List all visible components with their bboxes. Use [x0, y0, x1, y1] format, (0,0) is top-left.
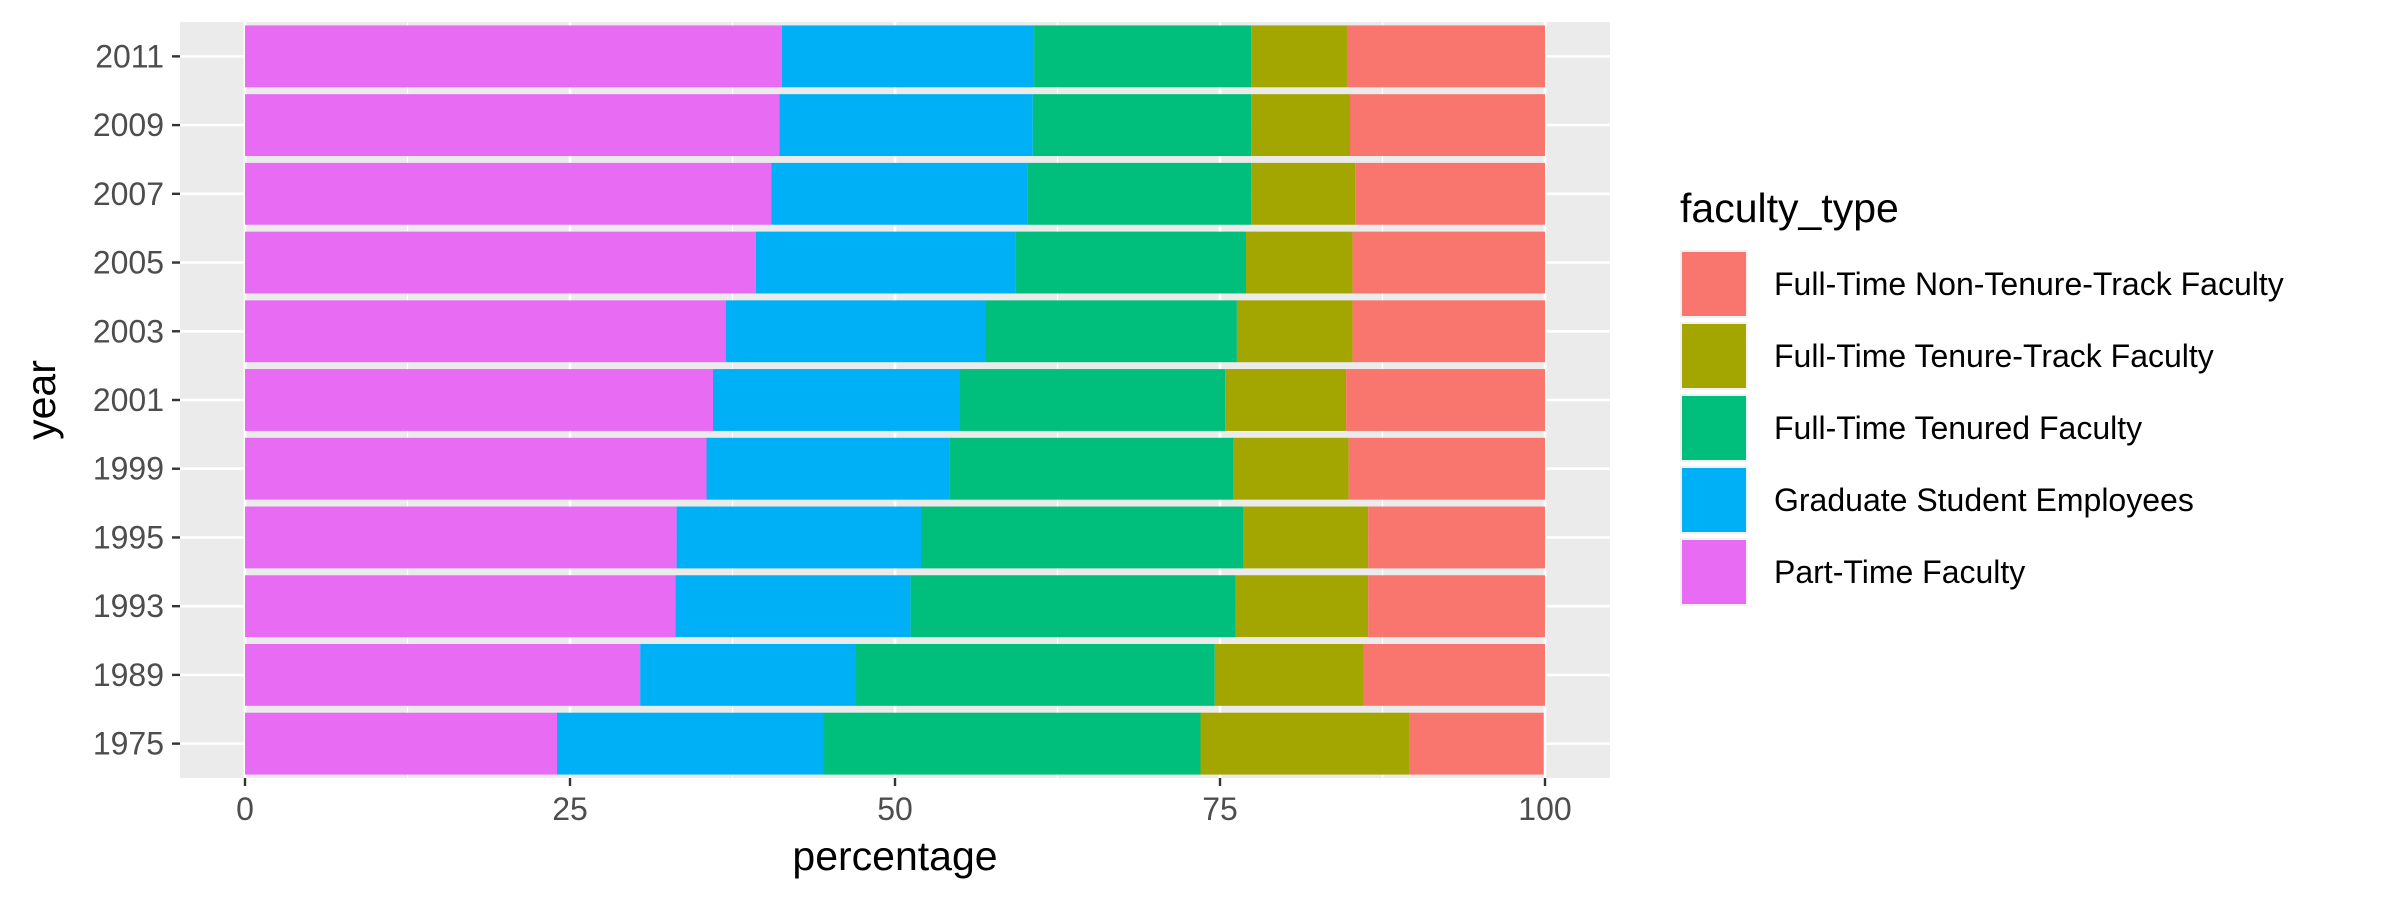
bar-2005-full-time-tenure-track-faculty	[1246, 231, 1353, 294]
bar-1999-graduate-student-employees	[706, 437, 950, 500]
legend-title: faculty_type	[1680, 185, 1899, 231]
bar-1993-full-time-tenure-track-faculty	[1235, 575, 1369, 638]
bar-1975-full-time-tenure-track-faculty	[1200, 712, 1410, 775]
x-tick-label: 50	[877, 791, 913, 827]
legend-key-graduate-student-employees	[1682, 468, 1746, 532]
legend-key-full-time-non-tenure-track-faculty	[1682, 252, 1746, 316]
bar-1999-full-time-tenure-track-faculty	[1233, 437, 1349, 500]
bar-1999-full-time-tenured-faculty	[949, 437, 1233, 500]
bar-2007-full-time-tenured-faculty	[1027, 162, 1252, 225]
bar-1995-full-time-tenure-track-faculty	[1243, 506, 1369, 569]
bar-2003-full-time-non-tenure-track-faculty	[1352, 300, 1545, 363]
bar-1975-graduate-student-employees	[557, 712, 824, 775]
bar-1995-part-time-faculty	[245, 506, 677, 569]
x-tick-label: 25	[552, 791, 588, 827]
y-tick-label: 2005	[93, 245, 164, 281]
bar-1993-full-time-tenured-faculty	[910, 575, 1236, 638]
bar-2001-full-time-tenure-track-faculty	[1225, 369, 1347, 431]
bar-1993-graduate-student-employees	[675, 575, 911, 638]
bar-2005-full-time-non-tenure-track-faculty	[1352, 231, 1545, 294]
legend-key-full-time-tenure-track-faculty	[1682, 324, 1746, 388]
legend-key-part-time-faculty	[1682, 540, 1746, 604]
y-tick-label: 2003	[93, 313, 164, 349]
bar-2009-full-time-tenure-track-faculty	[1251, 94, 1350, 157]
bar-2007-full-time-tenure-track-faculty	[1251, 162, 1356, 225]
bar-2011-full-time-non-tenure-track-faculty	[1347, 25, 1545, 88]
bar-2001-part-time-faculty	[245, 369, 713, 431]
legend-key-full-time-tenured-faculty	[1682, 396, 1746, 460]
y-tick-label: 1995	[93, 519, 164, 555]
bar-2007-part-time-faculty	[245, 162, 772, 225]
bar-2009-full-time-non-tenure-track-faculty	[1350, 94, 1545, 157]
bar-1989-part-time-faculty	[245, 643, 641, 706]
bar-1995-full-time-non-tenure-track-faculty	[1368, 506, 1545, 569]
y-tick-label: 1989	[93, 657, 164, 693]
bar-1995-graduate-student-employees	[676, 506, 921, 569]
x-tick-label: 0	[236, 791, 254, 827]
legend-items: Full-Time Non-Tenure-Track Faculty Full-T…	[1680, 250, 2284, 606]
legend-label: Part-Time Faculty	[1774, 554, 2025, 590]
bar-2011-part-time-faculty	[245, 25, 782, 88]
bar-2005-part-time-faculty	[245, 231, 756, 294]
bar-2005-full-time-tenured-faculty	[1015, 231, 1246, 294]
y-tick-label: 1975	[93, 726, 164, 762]
bar-2001-full-time-tenured-faculty	[960, 369, 1226, 431]
y-tick-label: 2007	[93, 176, 164, 212]
bar-1989-graduate-student-employees	[640, 643, 856, 706]
legend-label: Full-Time Tenure-Track Faculty	[1774, 338, 2214, 374]
bar-2003-full-time-tenure-track-faculty	[1236, 300, 1353, 363]
bar-1993-part-time-faculty	[245, 575, 676, 638]
y-tick-label: 1993	[93, 588, 164, 624]
bar-1993-full-time-non-tenure-track-faculty	[1368, 575, 1545, 638]
bar-2009-graduate-student-employees	[779, 94, 1033, 157]
bar-2005-graduate-student-employees	[755, 231, 1016, 294]
bar-2011-graduate-student-employees	[781, 25, 1035, 88]
bar-1989-full-time-tenure-track-faculty	[1214, 643, 1363, 706]
y-tick-label: 2009	[93, 107, 164, 143]
bar-1975-part-time-faculty	[245, 712, 557, 775]
x-tick-label: 100	[1518, 791, 1571, 827]
bar-1975-full-time-tenured-faculty	[823, 712, 1201, 775]
y-tick-label: 1999	[93, 451, 164, 487]
bar-2009-part-time-faculty	[245, 94, 780, 157]
legend-label: Full-Time Tenured Faculty	[1774, 410, 2142, 446]
bar-2003-full-time-tenured-faculty	[986, 300, 1237, 363]
bar-1999-part-time-faculty	[245, 437, 707, 500]
legend-label: Graduate Student Employees	[1774, 482, 2194, 518]
bar-2011-full-time-tenured-faculty	[1034, 25, 1252, 88]
bar-2011-full-time-tenure-track-faculty	[1251, 25, 1348, 88]
x-axis-title: percentage	[792, 833, 997, 879]
bar-1999-full-time-non-tenure-track-faculty	[1348, 437, 1545, 500]
bar-1989-full-time-non-tenure-track-faculty	[1363, 643, 1545, 706]
bar-2009-full-time-tenured-faculty	[1032, 94, 1252, 157]
y-tick-label: 2011	[95, 38, 164, 74]
bar-layer	[245, 25, 1545, 775]
axis-layer: 0 25 50 75 100 1975 1989 1993 1995 1999 2001 2003 20…	[93, 38, 1572, 827]
legend: faculty_type Full-Time Non-Tenure-Track …	[1680, 185, 2284, 606]
y-tick-label: 2001	[93, 382, 164, 418]
bar-1989-full-time-tenured-faculty	[856, 643, 1215, 706]
legend-label: Full-Time Non-Tenure-Track Faculty	[1774, 266, 2284, 302]
bar-2001-graduate-student-employees	[713, 369, 960, 431]
bar-2007-full-time-non-tenure-track-faculty	[1355, 162, 1545, 225]
x-tick-label: 75	[1202, 791, 1238, 827]
bar-2003-part-time-faculty	[245, 300, 726, 363]
bar-1995-full-time-tenured-faculty	[921, 506, 1244, 569]
y-axis-title: year	[18, 360, 64, 440]
bar-1975-full-time-non-tenure-track-faculty	[1409, 712, 1544, 775]
bar-2007-graduate-student-employees	[771, 162, 1028, 225]
bar-2003-graduate-student-employees	[726, 300, 986, 363]
bar-2001-full-time-non-tenure-track-faculty	[1346, 369, 1545, 431]
